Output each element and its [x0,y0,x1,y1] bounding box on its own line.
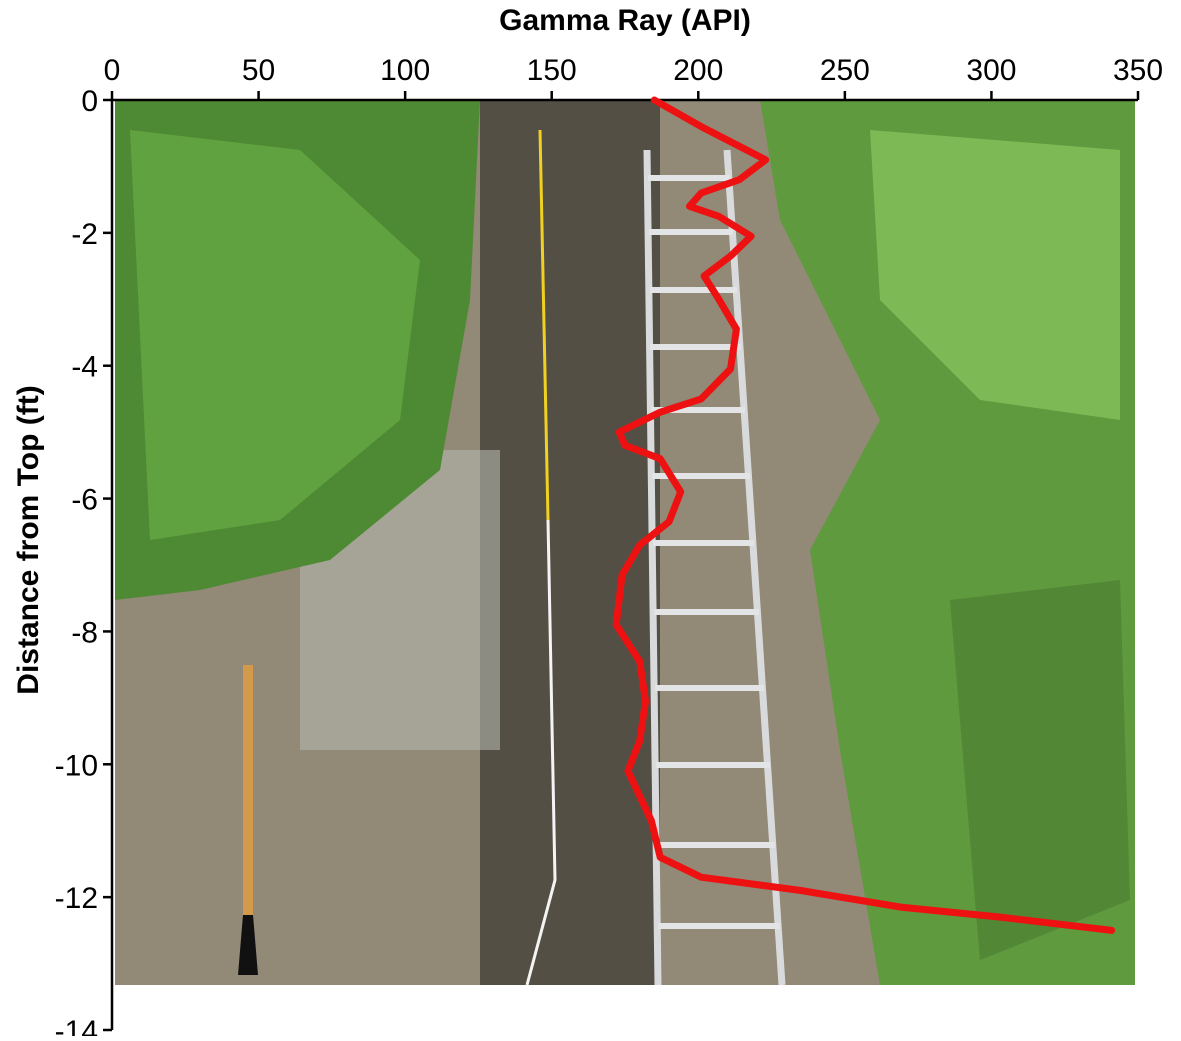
x-tick-label: 0 [104,54,121,87]
x-axis-label: Gamma Ray (API) [499,4,751,37]
y-tick-label: -6 [71,484,98,517]
y-tick-label: -14 [55,1015,98,1036]
x-tick-label: 200 [673,54,723,87]
y-tick-label: -10 [55,749,98,782]
x-tick-label: 150 [527,54,577,87]
y-tick-label: -8 [71,616,98,649]
x-tick-label: 300 [966,54,1016,87]
x-tick-label: 350 [1113,54,1163,87]
x-tick-label: 250 [820,54,870,87]
x-tick-label: 100 [380,54,430,87]
y-tick-label: -4 [71,351,98,384]
background-photo [115,100,1135,985]
y-tick-label: 0 [81,85,98,118]
chart: Gamma Ray (API) Distance from Top (ft) 0… [0,0,1181,1036]
x-tick-label: 50 [242,54,275,87]
y-axis-label: Distance from Top (ft) [12,385,45,694]
y-tick-label: -2 [71,218,98,251]
y-tick-label: -12 [55,882,98,915]
